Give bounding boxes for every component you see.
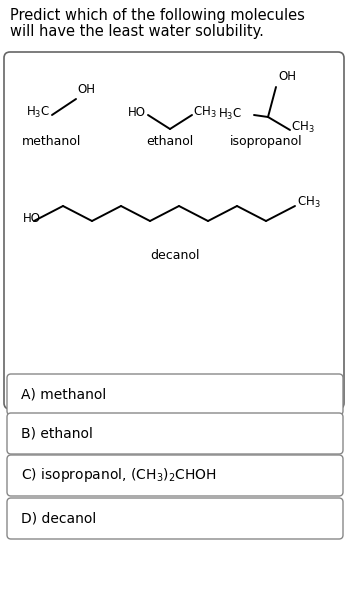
- Text: D) decanol: D) decanol: [21, 512, 96, 525]
- Text: C) isopropanol, (CH$_3$)$_2$CHOH: C) isopropanol, (CH$_3$)$_2$CHOH: [21, 467, 217, 484]
- Text: methanol: methanol: [22, 135, 82, 148]
- Text: HO: HO: [128, 106, 146, 119]
- Text: isopropanol: isopropanol: [230, 135, 302, 148]
- Text: CH$_3$: CH$_3$: [291, 119, 315, 135]
- Text: will have the least water solubility.: will have the least water solubility.: [10, 24, 264, 39]
- FancyBboxPatch shape: [4, 52, 344, 409]
- Text: HO: HO: [23, 212, 41, 225]
- Text: H$_3$C: H$_3$C: [26, 104, 50, 120]
- Text: OH: OH: [278, 70, 296, 83]
- FancyBboxPatch shape: [7, 374, 343, 415]
- Text: A) methanol: A) methanol: [21, 387, 106, 401]
- Text: OH: OH: [77, 83, 95, 96]
- FancyBboxPatch shape: [7, 455, 343, 496]
- Text: H$_3$C: H$_3$C: [218, 107, 242, 122]
- Text: B) ethanol: B) ethanol: [21, 426, 93, 441]
- Text: decanol: decanol: [150, 249, 200, 262]
- Text: CH$_3$: CH$_3$: [193, 104, 217, 120]
- FancyBboxPatch shape: [7, 498, 343, 539]
- Text: CH$_3$: CH$_3$: [297, 195, 321, 209]
- Text: ethanol: ethanol: [146, 135, 194, 148]
- FancyBboxPatch shape: [7, 413, 343, 454]
- Text: Predict which of the following molecules: Predict which of the following molecules: [10, 8, 305, 23]
